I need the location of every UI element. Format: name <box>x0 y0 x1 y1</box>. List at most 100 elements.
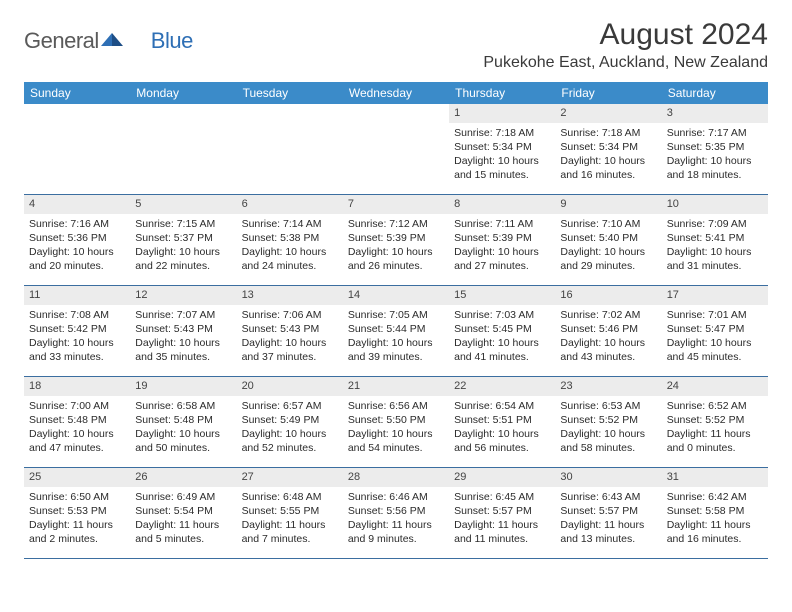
day-body: Sunrise: 7:07 AMSunset: 5:43 PMDaylight:… <box>130 305 236 371</box>
sunrise: Sunrise: 7:10 AM <box>560 217 656 231</box>
sunrise: Sunrise: 6:48 AM <box>242 490 338 504</box>
sunrise: Sunrise: 6:50 AM <box>29 490 125 504</box>
daylight-line2: and 15 minutes. <box>454 168 550 182</box>
daylight-line2: and 9 minutes. <box>348 532 444 546</box>
calendar-page: General Blue August 2024 Pukekohe East, … <box>0 0 792 559</box>
sunrise: Sunrise: 7:15 AM <box>135 217 231 231</box>
daylight-line1: Daylight: 11 hours <box>242 518 338 532</box>
daylight-line2: and 31 minutes. <box>667 259 763 273</box>
daylight-line1: Daylight: 11 hours <box>560 518 656 532</box>
day-number: 1 <box>449 104 555 123</box>
day-number: 16 <box>555 286 661 305</box>
sunrise: Sunrise: 7:03 AM <box>454 308 550 322</box>
week-row: 1Sunrise: 7:18 AMSunset: 5:34 PMDaylight… <box>24 104 768 195</box>
daylight-line1: Daylight: 10 hours <box>242 427 338 441</box>
daylight-line2: and 7 minutes. <box>242 532 338 546</box>
day-cell: 16Sunrise: 7:02 AMSunset: 5:46 PMDayligh… <box>555 286 661 376</box>
sunrise: Sunrise: 6:54 AM <box>454 399 550 413</box>
day-number: 13 <box>237 286 343 305</box>
day-cell: 22Sunrise: 6:54 AMSunset: 5:51 PMDayligh… <box>449 377 555 467</box>
daylight-line1: Daylight: 10 hours <box>667 245 763 259</box>
day-number: 17 <box>662 286 768 305</box>
dow-cell: Saturday <box>662 82 768 104</box>
daylight-line1: Daylight: 10 hours <box>29 427 125 441</box>
day-cell: 26Sunrise: 6:49 AMSunset: 5:54 PMDayligh… <box>130 468 236 558</box>
sunrise: Sunrise: 7:06 AM <box>242 308 338 322</box>
day-body: Sunrise: 7:09 AMSunset: 5:41 PMDaylight:… <box>662 214 768 280</box>
day-body: Sunrise: 7:11 AMSunset: 5:39 PMDaylight:… <box>449 214 555 280</box>
sunset: Sunset: 5:39 PM <box>454 231 550 245</box>
daylight-line2: and 54 minutes. <box>348 441 444 455</box>
week-row: 18Sunrise: 7:00 AMSunset: 5:48 PMDayligh… <box>24 377 768 468</box>
day-body: Sunrise: 6:56 AMSunset: 5:50 PMDaylight:… <box>343 396 449 462</box>
day-cell: 18Sunrise: 7:00 AMSunset: 5:48 PMDayligh… <box>24 377 130 467</box>
daylight-line1: Daylight: 11 hours <box>29 518 125 532</box>
day-number: 23 <box>555 377 661 396</box>
daylight-line2: and 11 minutes. <box>454 532 550 546</box>
title-block: August 2024 Pukekohe East, Auckland, New… <box>483 18 768 72</box>
sunrise: Sunrise: 7:00 AM <box>29 399 125 413</box>
daylight-line2: and 47 minutes. <box>29 441 125 455</box>
sunrise: Sunrise: 6:46 AM <box>348 490 444 504</box>
sunset: Sunset: 5:39 PM <box>348 231 444 245</box>
day-body: Sunrise: 7:17 AMSunset: 5:35 PMDaylight:… <box>662 123 768 189</box>
sunrise: Sunrise: 7:11 AM <box>454 217 550 231</box>
day-number: 3 <box>662 104 768 123</box>
daylight-line2: and 37 minutes. <box>242 350 338 364</box>
day-cell: 13Sunrise: 7:06 AMSunset: 5:43 PMDayligh… <box>237 286 343 376</box>
daylight-line2: and 13 minutes. <box>560 532 656 546</box>
daylight-line2: and 27 minutes. <box>454 259 550 273</box>
dow-cell: Thursday <box>449 82 555 104</box>
dow-cell: Sunday <box>24 82 130 104</box>
day-cell <box>130 104 236 194</box>
day-number: 24 <box>662 377 768 396</box>
sunset: Sunset: 5:50 PM <box>348 413 444 427</box>
daylight-line2: and 35 minutes. <box>135 350 231 364</box>
sunset: Sunset: 5:48 PM <box>29 413 125 427</box>
day-cell: 21Sunrise: 6:56 AMSunset: 5:50 PMDayligh… <box>343 377 449 467</box>
calendar-grid: SundayMondayTuesdayWednesdayThursdayFrid… <box>24 82 768 559</box>
sunset: Sunset: 5:57 PM <box>560 504 656 518</box>
sunset: Sunset: 5:52 PM <box>560 413 656 427</box>
day-number: 14 <box>343 286 449 305</box>
sunset: Sunset: 5:48 PM <box>135 413 231 427</box>
day-number: 31 <box>662 468 768 487</box>
day-cell: 24Sunrise: 6:52 AMSunset: 5:52 PMDayligh… <box>662 377 768 467</box>
day-cell: 6Sunrise: 7:14 AMSunset: 5:38 PMDaylight… <box>237 195 343 285</box>
day-cell: 15Sunrise: 7:03 AMSunset: 5:45 PMDayligh… <box>449 286 555 376</box>
day-cell: 25Sunrise: 6:50 AMSunset: 5:53 PMDayligh… <box>24 468 130 558</box>
day-cell: 12Sunrise: 7:07 AMSunset: 5:43 PMDayligh… <box>130 286 236 376</box>
day-body: Sunrise: 7:03 AMSunset: 5:45 PMDaylight:… <box>449 305 555 371</box>
day-body: Sunrise: 7:18 AMSunset: 5:34 PMDaylight:… <box>449 123 555 189</box>
sunrise: Sunrise: 7:18 AM <box>560 126 656 140</box>
sunset: Sunset: 5:41 PM <box>667 231 763 245</box>
daylight-line2: and 22 minutes. <box>135 259 231 273</box>
day-body: Sunrise: 6:57 AMSunset: 5:49 PMDaylight:… <box>237 396 343 462</box>
day-number: 9 <box>555 195 661 214</box>
day-body: Sunrise: 7:10 AMSunset: 5:40 PMDaylight:… <box>555 214 661 280</box>
sunset: Sunset: 5:47 PM <box>667 322 763 336</box>
day-number: 28 <box>343 468 449 487</box>
daylight-line1: Daylight: 10 hours <box>454 336 550 350</box>
day-number: 15 <box>449 286 555 305</box>
daylight-line1: Daylight: 10 hours <box>29 245 125 259</box>
weeks-container: 1Sunrise: 7:18 AMSunset: 5:34 PMDaylight… <box>24 104 768 559</box>
week-row: 4Sunrise: 7:16 AMSunset: 5:36 PMDaylight… <box>24 195 768 286</box>
week-row: 25Sunrise: 6:50 AMSunset: 5:53 PMDayligh… <box>24 468 768 559</box>
daylight-line2: and 58 minutes. <box>560 441 656 455</box>
daylight-line1: Daylight: 10 hours <box>29 336 125 350</box>
day-body: Sunrise: 7:14 AMSunset: 5:38 PMDaylight:… <box>237 214 343 280</box>
day-cell <box>24 104 130 194</box>
daylight-line1: Daylight: 10 hours <box>560 245 656 259</box>
day-cell: 31Sunrise: 6:42 AMSunset: 5:58 PMDayligh… <box>662 468 768 558</box>
daylight-line2: and 2 minutes. <box>29 532 125 546</box>
day-number: 30 <box>555 468 661 487</box>
day-cell: 14Sunrise: 7:05 AMSunset: 5:44 PMDayligh… <box>343 286 449 376</box>
day-body: Sunrise: 7:00 AMSunset: 5:48 PMDaylight:… <box>24 396 130 462</box>
daylight-line1: Daylight: 10 hours <box>135 427 231 441</box>
daylight-line1: Daylight: 10 hours <box>667 154 763 168</box>
daylight-line2: and 0 minutes. <box>667 441 763 455</box>
sunrise: Sunrise: 7:09 AM <box>667 217 763 231</box>
day-number: 10 <box>662 195 768 214</box>
day-cell: 3Sunrise: 7:17 AMSunset: 5:35 PMDaylight… <box>662 104 768 194</box>
